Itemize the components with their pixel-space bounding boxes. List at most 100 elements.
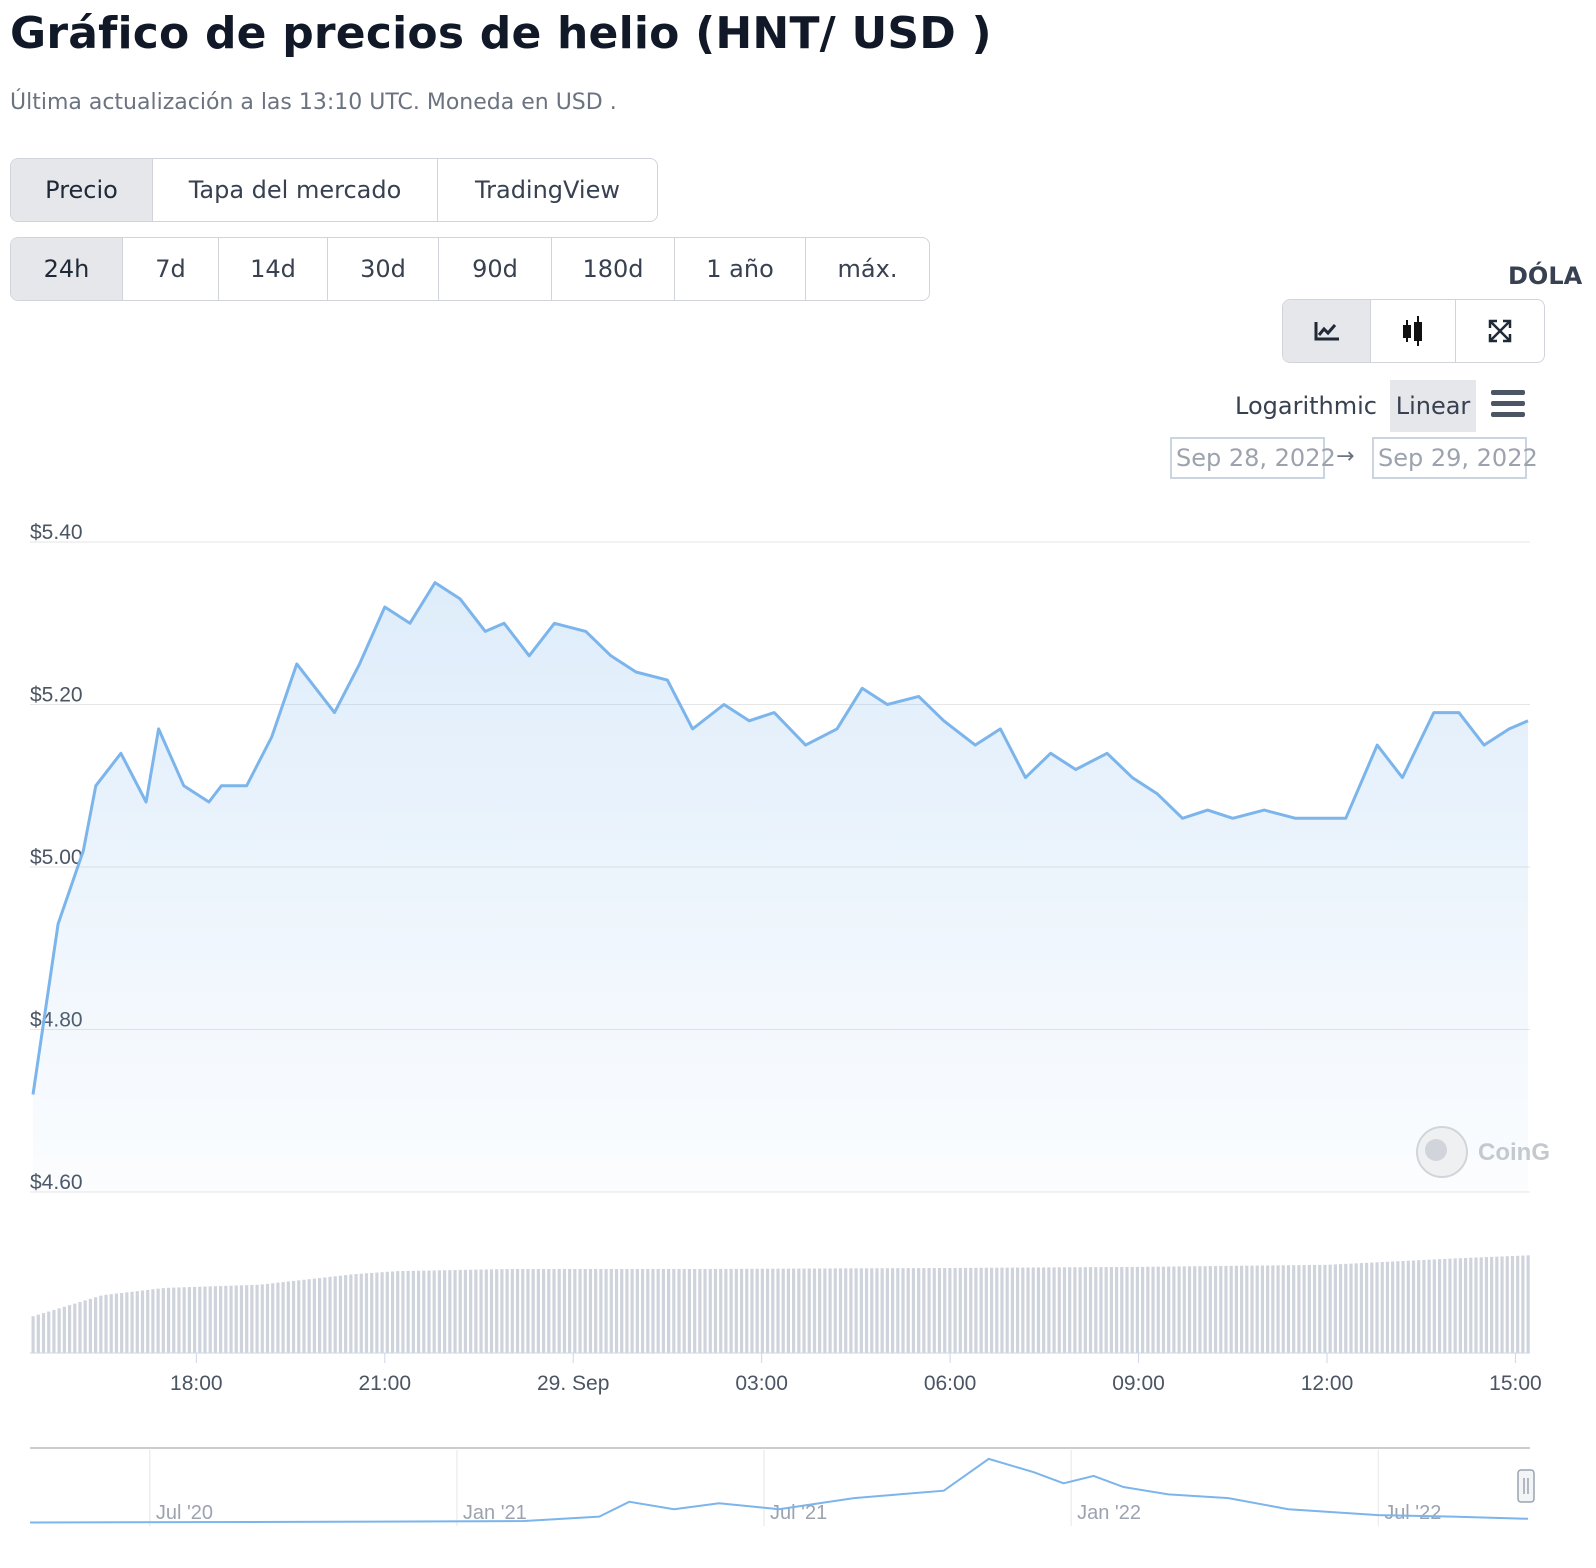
volume-bar	[1245, 1265, 1249, 1353]
tab-tradingview[interactable]: TradingView	[474, 176, 620, 204]
volume-bar	[958, 1267, 962, 1353]
volume-bar	[1135, 1266, 1140, 1353]
range-14d[interactable]: 14d	[219, 238, 328, 300]
volume-bar	[599, 1269, 603, 1353]
scale-logarithmic-button[interactable]: Logarithmic	[1235, 392, 1377, 420]
fullscreen-button[interactable]	[1456, 300, 1544, 362]
volume-bar	[375, 1272, 379, 1353]
range-1-ano[interactable]: 1 año	[675, 238, 806, 300]
x-tick-label: 15:00	[1489, 1372, 1542, 1395]
volume-bars	[31, 1255, 1530, 1353]
volume-bar	[1271, 1265, 1275, 1353]
volume-bar	[1088, 1267, 1093, 1353]
volume-bar	[614, 1269, 619, 1353]
range-180d[interactable]: 180d	[552, 238, 675, 300]
volume-bar	[1156, 1266, 1160, 1353]
volume-bar	[250, 1284, 254, 1353]
volume-bar	[547, 1269, 551, 1353]
volume-bar	[338, 1275, 343, 1353]
volume-bar	[818, 1268, 822, 1353]
volume-bar	[359, 1273, 363, 1353]
chart-view-buttons	[1282, 299, 1545, 363]
y-tick-label: $5.20	[30, 684, 83, 707]
price-chart[interactable]: $5.40$5.20$5.00$4.80$4.60 18:0021:0029. …	[0, 490, 1596, 1568]
volume-bar	[1229, 1265, 1233, 1353]
volume-bar	[422, 1270, 426, 1353]
volume-bar	[635, 1269, 639, 1353]
currency-label[interactable]: DÓLA	[1508, 262, 1583, 290]
volume-bar	[568, 1269, 572, 1353]
volume-bar	[1526, 1255, 1530, 1353]
volume-bar	[161, 1288, 165, 1353]
range-7d[interactable]: 7d	[123, 238, 219, 300]
volume-bar	[745, 1268, 749, 1353]
volume-bar	[1062, 1267, 1067, 1353]
volume-bar	[1177, 1266, 1181, 1353]
volume-bar	[1005, 1267, 1009, 1353]
volume-bar	[344, 1275, 348, 1353]
volume-bar	[828, 1268, 832, 1353]
volume-bar	[1354, 1263, 1358, 1353]
volume-bar	[297, 1280, 301, 1353]
volume-bar	[219, 1286, 223, 1353]
volume-bar	[896, 1268, 900, 1353]
date-range-end-input[interactable]: Sep 29, 2022	[1372, 437, 1538, 479]
volume-bar	[625, 1269, 629, 1353]
volume-bar	[114, 1293, 119, 1353]
tab-tapa-del-mercado[interactable]: Tapa del mercado	[153, 159, 438, 221]
volume-bar	[573, 1269, 577, 1353]
volume-bar	[1463, 1257, 1468, 1353]
volume-bar	[1052, 1267, 1056, 1353]
volume-bar	[661, 1269, 665, 1353]
volume-bar	[609, 1269, 613, 1353]
volume-bar	[677, 1269, 681, 1353]
range-max[interactable]: máx.	[837, 255, 898, 283]
volume-bar	[880, 1268, 884, 1353]
volume-bar	[948, 1267, 952, 1353]
range-30d[interactable]: 30d	[328, 238, 439, 300]
range-90d[interactable]: 90d	[439, 238, 552, 300]
volume-bar	[437, 1270, 442, 1353]
volume-bar	[734, 1268, 738, 1353]
volume-bar	[1469, 1257, 1473, 1353]
volume-bar	[109, 1294, 113, 1353]
candlestick-icon	[1403, 316, 1422, 346]
range-24h[interactable]: 24h	[11, 238, 123, 300]
volume-bar	[557, 1269, 561, 1353]
volume-bar	[583, 1269, 587, 1353]
volume-bar	[125, 1292, 129, 1353]
volume-bar	[432, 1270, 436, 1353]
line-chart-button[interactable]	[1283, 300, 1371, 362]
x-tick-label: 29. Sep	[537, 1372, 609, 1395]
volume-bar	[1078, 1267, 1082, 1353]
volume-bar	[854, 1268, 858, 1353]
volume-bar	[1120, 1266, 1124, 1353]
volume-bar	[1010, 1267, 1015, 1353]
volume-bar	[1141, 1266, 1145, 1353]
volume-bar	[187, 1287, 191, 1353]
volume-bar	[911, 1268, 916, 1353]
coingecko-watermark: CoinG	[1416, 1126, 1550, 1178]
volume-bar	[781, 1268, 785, 1353]
line-chart-icon	[1314, 322, 1339, 341]
scale-linear-button[interactable]: Linear	[1390, 380, 1476, 432]
volume-bar	[713, 1268, 718, 1353]
candlestick-button[interactable]	[1371, 300, 1456, 362]
volume-bar	[177, 1287, 181, 1353]
range-navigator[interactable]: Jul '20 Jan '21 Jul '21 Jan '22 Jul '22	[29, 1447, 1535, 1526]
navigator-handle[interactable]	[1517, 1469, 1535, 1503]
volume-bar	[1094, 1267, 1098, 1353]
volume-bar	[1432, 1259, 1436, 1353]
volume-bar	[198, 1286, 202, 1353]
date-range-start-input[interactable]: Sep 28, 2022	[1170, 437, 1336, 479]
volume-bar	[1396, 1261, 1400, 1353]
volume-bar	[443, 1270, 447, 1353]
volume-bar	[1505, 1256, 1509, 1353]
volume-bar	[755, 1268, 759, 1353]
volume-bar	[1016, 1267, 1020, 1353]
volume-bar	[224, 1285, 228, 1353]
volume-bar	[172, 1287, 176, 1353]
tab-precio[interactable]: Precio	[11, 159, 153, 221]
chart-menu-button[interactable]	[1488, 386, 1528, 422]
volume-bar	[541, 1269, 546, 1353]
